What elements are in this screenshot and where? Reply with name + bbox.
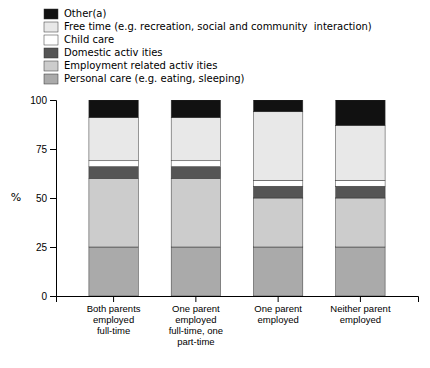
legend-item: Other(a) bbox=[44, 8, 106, 19]
x-axis: Both parentsemployedfull-time One parente… bbox=[57, 296, 419, 347]
bar-segment bbox=[171, 100, 220, 118]
tick: 50 bbox=[36, 193, 56, 204]
bar-segment bbox=[89, 100, 138, 118]
bar-segment bbox=[89, 247, 138, 296]
bar-segment bbox=[171, 161, 220, 167]
bar-segment bbox=[336, 247, 385, 296]
tick-label: Neither parentemployed bbox=[330, 303, 391, 325]
tick-label: 25 bbox=[36, 242, 48, 253]
tick-label: Both parentsemployedfull-time bbox=[87, 303, 141, 336]
tick: Neither parentemployed bbox=[330, 296, 391, 325]
legend-swatch bbox=[44, 22, 58, 32]
legend-item: Child care bbox=[44, 34, 114, 45]
tick-label: 100 bbox=[30, 95, 47, 106]
legend-swatch bbox=[44, 35, 58, 45]
series bbox=[89, 247, 385, 296]
legend-item: Personal care (e.g. eating, sleeping) bbox=[44, 73, 245, 84]
bar-segment bbox=[89, 161, 138, 167]
tick: Both parentsemployedfull-time bbox=[87, 296, 141, 336]
plot: 0 25 50 75 100 Both parentsemployedfull-time O… bbox=[30, 95, 418, 347]
tick-mark bbox=[50, 100, 56, 101]
bar-segment bbox=[336, 198, 385, 247]
legend-label: Free time (e.g. recreation, social and c… bbox=[64, 21, 372, 32]
tick: One parentemployedfull-time, onepart-tim… bbox=[169, 296, 223, 347]
axis-line bbox=[50, 101, 57, 297]
legend-label: Other(a) bbox=[64, 8, 106, 19]
tick-mark bbox=[50, 149, 56, 150]
series bbox=[89, 178, 385, 247]
legend-label: Personal care (e.g. eating, sleeping) bbox=[64, 73, 245, 84]
bar-segment bbox=[89, 178, 138, 247]
legend-label: Child care bbox=[64, 34, 114, 45]
tick-mark bbox=[360, 296, 361, 302]
legend-swatch bbox=[44, 61, 58, 71]
legend-item: Employment related activ ities bbox=[44, 60, 217, 71]
tick: 25 bbox=[36, 242, 56, 253]
bar-segment bbox=[336, 180, 385, 186]
tick-label: One parentemployedfull-time, onepart-tim… bbox=[169, 303, 223, 347]
bar-segment bbox=[171, 178, 220, 247]
bar-segment bbox=[253, 198, 302, 247]
legend-swatch bbox=[44, 74, 58, 84]
bar-segment bbox=[253, 186, 302, 198]
tick-label: 75 bbox=[36, 144, 48, 155]
tick-label: One parentemployed bbox=[254, 303, 302, 325]
tick: 100 bbox=[30, 95, 56, 106]
legend: Other(a) Free time (e.g. recreation, soci… bbox=[44, 8, 372, 84]
legend-swatch bbox=[44, 9, 58, 19]
bar-segment bbox=[171, 118, 220, 161]
axis-line bbox=[57, 297, 419, 303]
legend-label: Employment related activ ities bbox=[64, 60, 217, 71]
bar-segment bbox=[253, 247, 302, 296]
y-axis: 0 25 50 75 100 bbox=[30, 95, 56, 302]
legend-label: Domestic activ ities bbox=[64, 47, 163, 58]
legend-item: Free time (e.g. recreation, social and c… bbox=[44, 21, 372, 32]
series bbox=[89, 100, 385, 125]
tick-label: 0 bbox=[41, 291, 47, 302]
y-axis-title: % bbox=[11, 191, 21, 204]
tick-mark bbox=[50, 296, 56, 297]
legend-swatch bbox=[44, 48, 58, 58]
legend-item: Domestic activ ities bbox=[44, 47, 163, 58]
tick-mark bbox=[195, 296, 196, 302]
tick-mark bbox=[50, 247, 56, 248]
bar-segment bbox=[336, 125, 385, 180]
bars bbox=[89, 100, 385, 296]
bar-segment bbox=[253, 112, 302, 181]
tick: One parentemployed bbox=[254, 296, 302, 325]
bar-segment bbox=[89, 118, 138, 161]
tick-mark bbox=[113, 296, 114, 302]
tick: 0 bbox=[41, 291, 56, 302]
tick-mark bbox=[50, 198, 56, 199]
tick-mark bbox=[278, 296, 279, 302]
chart: 0 25 50 75 100 Both parentsemployedfull-time O… bbox=[0, 0, 430, 368]
bar-segment bbox=[171, 247, 220, 296]
bar-segment bbox=[253, 180, 302, 186]
bar-segment bbox=[336, 186, 385, 198]
tick: 75 bbox=[36, 144, 56, 155]
bar-segment bbox=[336, 100, 385, 125]
bar-segment bbox=[89, 167, 138, 179]
tick-label: 50 bbox=[36, 193, 48, 204]
bar-segment bbox=[171, 167, 220, 179]
bar-segment bbox=[253, 100, 302, 112]
